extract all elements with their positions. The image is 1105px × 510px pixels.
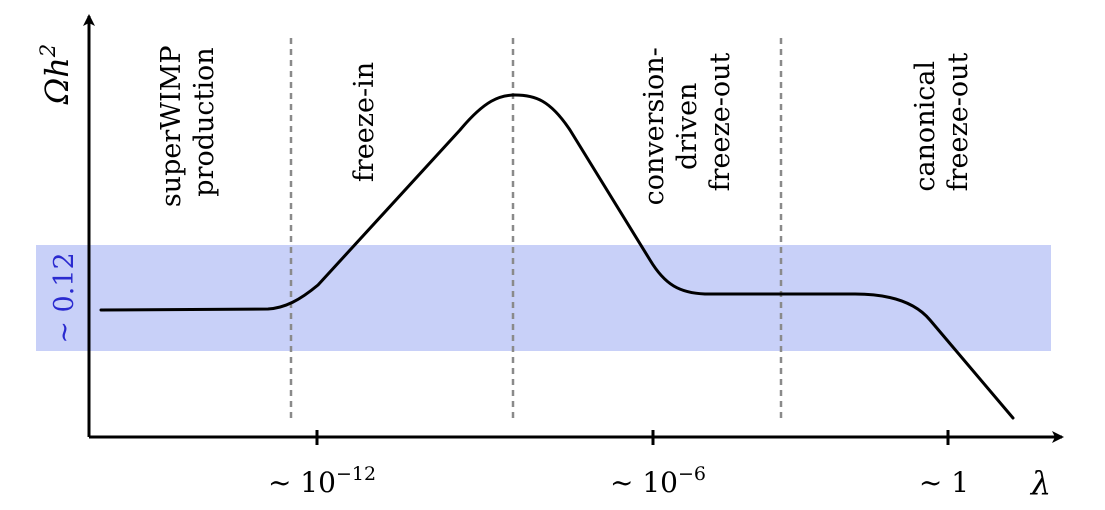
region-label-freeze-in: freeze-in — [349, 62, 380, 182]
region-label-conversion-driven: conversion- driven freeze-out — [639, 39, 736, 206]
x-tick-label-2: ~ 10−6 — [610, 463, 706, 499]
abundance-curve — [99, 93, 1015, 420]
region-label-superwimp: superWIMP production — [156, 37, 220, 207]
region-label-canonical: canonical freeze-out — [910, 52, 974, 191]
band-label: ~ 0.12 — [49, 252, 80, 343]
x-tick-label-3: ~ 1 — [919, 466, 969, 499]
x-axis-label: λ — [1029, 464, 1051, 502]
y-axis-label: Ωh2 — [36, 44, 76, 106]
x-tick-label-1: ~ 10−12 — [268, 463, 376, 499]
relic-density-band — [36, 245, 1051, 351]
